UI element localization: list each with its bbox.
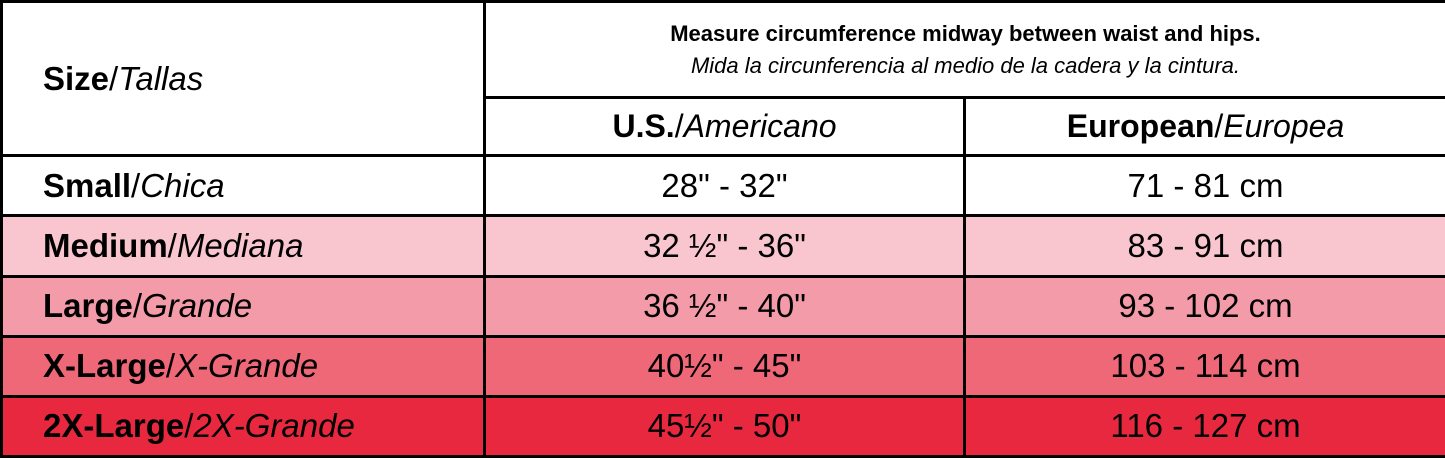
separator: / [674,108,684,145]
text-en: 2X-Large [43,407,185,445]
note-es: Mida la circunferencia al medio de la ca… [690,52,1241,78]
column-header: European/Europea [962,96,1445,158]
separator: / [1214,108,1224,145]
text-es: Europea [1223,108,1345,145]
size-cell: Small/Chica [0,154,486,218]
eu-cell: 103 - 114 cm [962,334,1445,398]
text-es: 2X-Grande [193,407,355,445]
size-row: Small/Chica 28" - 32" 71 - 81 cm [0,154,1445,218]
text-en: Medium [43,227,168,265]
text-es: Chica [140,166,225,204]
size-row: Large/Grande 36 ½" - 40" 93 - 102 cm [0,274,1445,338]
separator: / [131,166,141,204]
text-es: Mediana [176,227,304,265]
text-es: Grande [142,287,253,325]
text-en: X-Large [43,347,166,385]
text-en: Small [43,166,132,204]
size-header: Size/Tallas [0,0,486,158]
text-es: X-Grande [175,347,319,385]
size-row: Medium/Mediana 32 ½" - 36" 83 - 91 cm [0,214,1445,278]
size-cell: X-Large/X-Grande [0,334,486,398]
size-cell: 2X-Large/2X-Grande [0,394,486,458]
separator: / [167,227,177,265]
separator: / [109,59,119,97]
note-en: Measure circumference midway between wai… [670,20,1261,46]
us-cell: 32 ½" - 36" [483,214,966,278]
us-cell: 45½" - 50" [483,394,966,458]
size-cell: Medium/Mediana [0,214,486,278]
size-row: X-Large/X-Grande 40½" - 45" 103 - 114 cm [0,334,1445,398]
text-es: Tallas [118,59,204,97]
eu-cell: 116 - 127 cm [962,394,1445,458]
eu-cell: 93 - 102 cm [962,274,1445,338]
subheader-row: U.S./Americano European/Europea [2,96,1445,158]
text-en: Size [43,59,110,97]
size-row: 2X-Large/2X-Grande 45½" - 50" 116 - 127 cm [0,394,1445,458]
separator: / [184,407,194,445]
separator: / [165,347,176,385]
header-row: Size/Tallas Measure circumference midway… [0,0,1445,158]
text-en: Large [43,287,133,325]
size-cell: Large/Grande [0,274,486,338]
text-en: European [1066,108,1215,145]
note-header: Measure circumference midway between wai… [482,0,1445,100]
eu-cell: 83 - 91 cm [962,214,1445,278]
text-en: U.S. [612,108,675,145]
us-cell: 40½" - 45" [483,334,966,398]
separator: / [132,287,143,325]
column-header: U.S./Americano [483,96,966,158]
text-es: Americano [683,108,837,145]
eu-cell: 71 - 81 cm [962,154,1445,218]
us-cell: 36 ½" - 40" [483,274,966,338]
us-cell: 28" - 32" [483,154,966,218]
